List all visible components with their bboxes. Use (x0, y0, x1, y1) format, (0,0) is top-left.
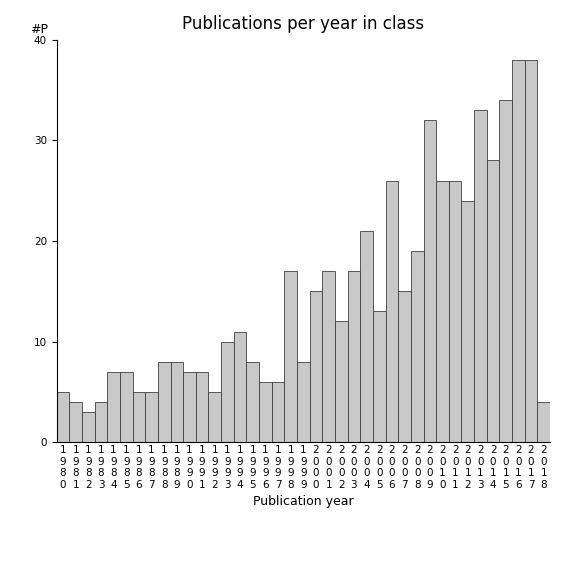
Bar (322, 271, 335, 442)
Bar (386, 180, 398, 442)
Bar (297, 362, 310, 442)
Bar (285, 271, 297, 442)
Bar (272, 382, 285, 442)
Bar (57, 392, 69, 442)
Bar (449, 180, 462, 442)
Bar (209, 392, 221, 442)
Bar (348, 271, 360, 442)
Bar (424, 120, 436, 442)
Bar (82, 412, 95, 442)
Bar (411, 251, 424, 442)
Bar (360, 231, 373, 442)
Bar (158, 362, 171, 442)
Bar (120, 372, 133, 442)
Bar (145, 392, 158, 442)
Bar (259, 382, 272, 442)
Bar (512, 60, 524, 442)
Bar (524, 60, 538, 442)
Text: #P: #P (29, 23, 48, 36)
Bar (500, 100, 512, 442)
Bar (234, 332, 247, 442)
Bar (183, 372, 196, 442)
Bar (221, 341, 234, 442)
Bar (335, 321, 348, 442)
Bar (474, 110, 486, 442)
Bar (538, 402, 550, 442)
Bar (196, 372, 209, 442)
Title: Publications per year in class: Publications per year in class (182, 15, 425, 32)
Bar (436, 180, 449, 442)
Bar (310, 291, 322, 442)
Bar (373, 311, 386, 442)
Bar (69, 402, 82, 442)
Bar (171, 362, 183, 442)
Bar (107, 372, 120, 442)
Bar (462, 201, 474, 442)
Bar (486, 160, 500, 442)
Bar (95, 402, 107, 442)
Bar (398, 291, 411, 442)
X-axis label: Publication year: Publication year (253, 496, 354, 509)
Bar (247, 362, 259, 442)
Bar (133, 392, 145, 442)
